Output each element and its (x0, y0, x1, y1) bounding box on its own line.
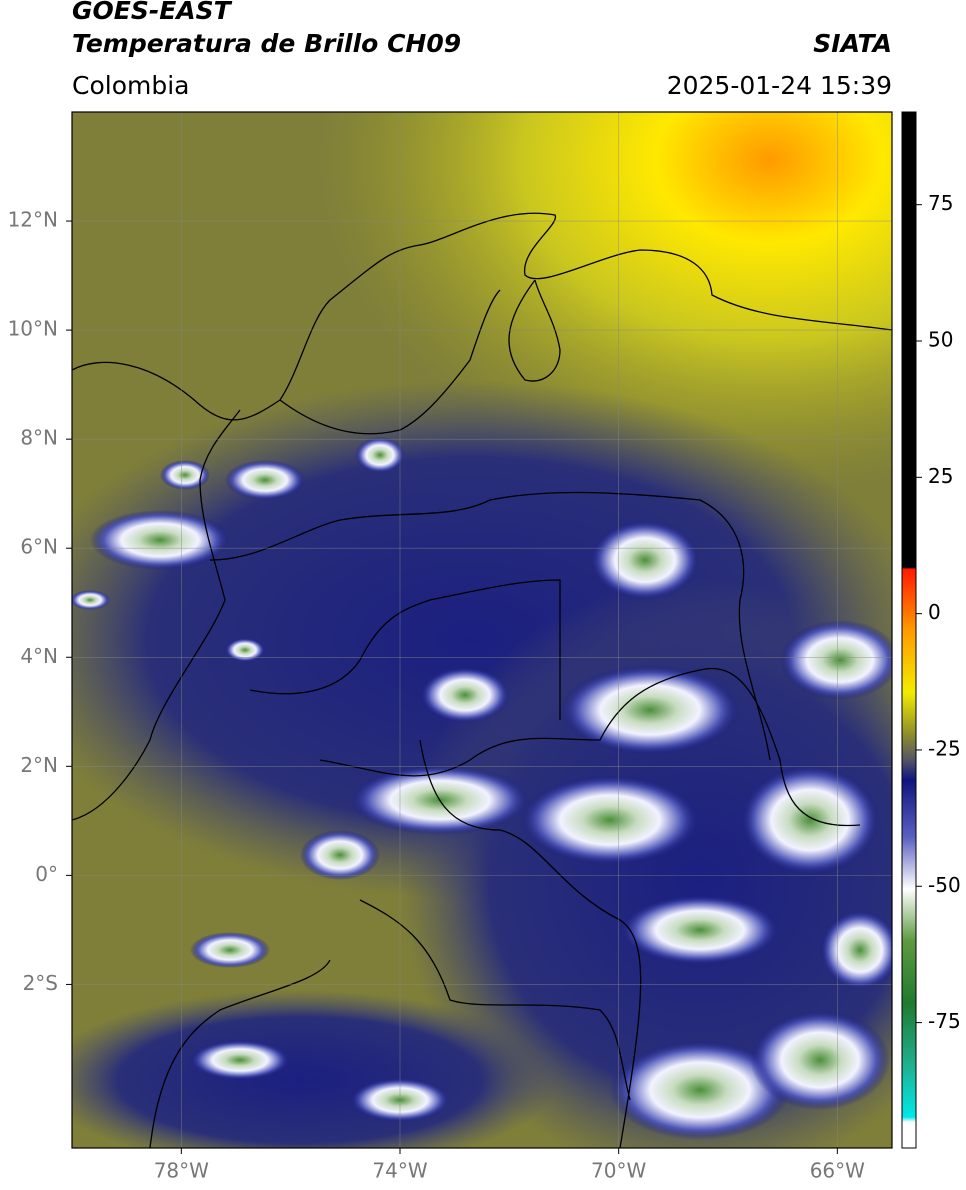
map-frame (71, 111, 893, 1149)
x-tick-label: 74°W (372, 1159, 427, 1183)
y-tick-label: 12°N (8, 208, 58, 232)
y-tick-label: 4°N (20, 644, 58, 668)
source: SIATA (813, 29, 892, 58)
colorbar-tick-label: 0 (928, 600, 941, 624)
y-tick-label: 2°N (20, 753, 58, 777)
colorbar-tick-label: 75 (928, 191, 953, 215)
satellite-image (72, 112, 892, 1148)
x-tick-label: 66°W (810, 1159, 865, 1183)
grid (72, 112, 892, 1148)
y-tick-label: 0° (35, 862, 58, 886)
y-tick-label: 6°N (20, 535, 58, 559)
x-tick-label: 78°W (154, 1159, 209, 1183)
y-tick-label: 10°N (8, 317, 58, 341)
region: Colombia (72, 71, 189, 100)
subtitle: Temperatura de Brillo CH09 (72, 29, 461, 58)
colorbar-tick-label: 25 (928, 464, 953, 488)
colorbar-tick-label: -25 (928, 736, 961, 760)
x-tick-label: 70°W (591, 1159, 646, 1183)
colorbar-tick-label: -75 (928, 1009, 961, 1033)
timestamp: 2025-01-24 15:39 (667, 71, 892, 100)
colorbar (901, 111, 917, 1149)
y-tick-label: 8°N (20, 426, 58, 450)
colorbar-tick-label: -50 (928, 873, 961, 897)
y-tick-label: 2°S (23, 971, 58, 995)
colorbar-tick-label: 50 (928, 328, 953, 352)
title: GOES-EAST (72, 0, 233, 25)
